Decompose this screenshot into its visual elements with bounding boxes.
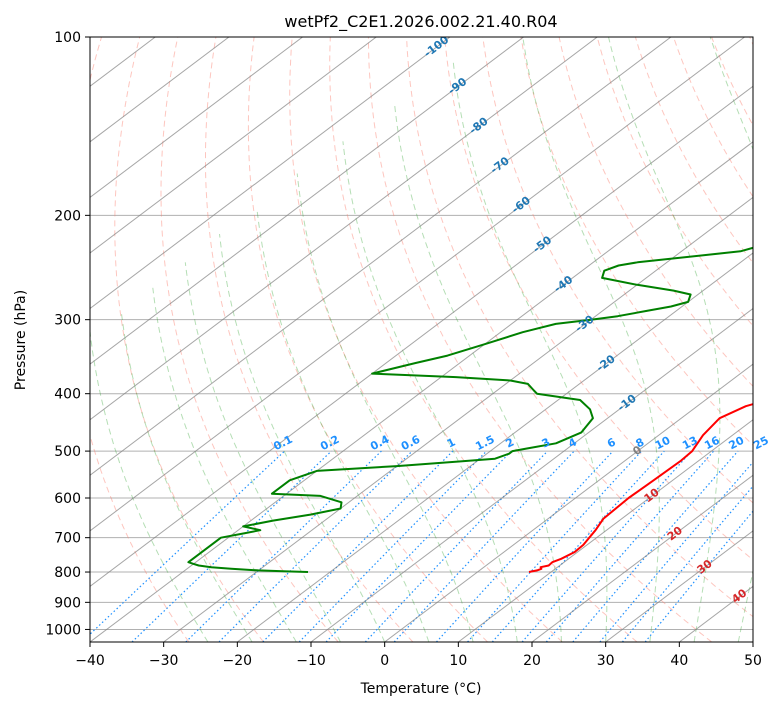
x-axis-label: Temperature (°C) bbox=[360, 681, 482, 697]
y-tick-label: 900 bbox=[54, 595, 81, 611]
mixing-ratio-label: 16 bbox=[702, 434, 722, 453]
dry-adiabat bbox=[444, 37, 753, 561]
x-tick-label: 30 bbox=[597, 653, 615, 669]
isotherms bbox=[90, 37, 753, 642]
dry-adiabat bbox=[160, 37, 339, 642]
dry-adiabat bbox=[114, 37, 264, 642]
moist-adiabat bbox=[522, 37, 660, 642]
isotherm-line bbox=[90, 141, 753, 642]
chart-title: wetPf2_C2E1.2026.002.21.40.R04 bbox=[284, 12, 557, 32]
moist-adiabat bbox=[184, 262, 341, 642]
dry-adiabat bbox=[329, 37, 638, 642]
isotherm-line bbox=[163, 196, 753, 642]
mixing-ratio-line bbox=[325, 450, 512, 642]
x-tick-label: 20 bbox=[523, 653, 541, 669]
x-tick-label: −30 bbox=[149, 653, 179, 669]
mixing-ratio-line bbox=[521, 450, 693, 642]
dry-adiabat bbox=[596, 37, 753, 327]
x-axis-ticks: −40 −30 −20 −10 0 10 20 30 40 50 bbox=[75, 642, 762, 669]
mixing-ratio-labels: 0.1 0.2 0.4 0.6 1 1.5 2 3 4 6 8 10 13 16 20 25 bbox=[271, 433, 771, 454]
moist-adiabat bbox=[219, 233, 386, 642]
y-axis-ticks: 100 200 300 400 500 600 700 800 900 1000 bbox=[45, 30, 90, 638]
moist-adiabat bbox=[608, 37, 721, 642]
mixing-ratio-line bbox=[467, 450, 643, 642]
pressure-gridlines bbox=[90, 37, 753, 630]
mixing-ratio-label: 10 bbox=[653, 434, 673, 453]
sounding-traces bbox=[187, 246, 753, 573]
x-tick-label: 50 bbox=[744, 653, 762, 669]
x-tick-label: 10 bbox=[449, 653, 467, 669]
x-tick-label: −40 bbox=[75, 653, 105, 669]
moist-adiabat bbox=[709, 37, 753, 642]
isotherm-line bbox=[90, 37, 745, 532]
y-axis-label: Pressure (hPa) bbox=[13, 290, 29, 390]
isotherm-line bbox=[237, 252, 753, 642]
y-tick-label: 1000 bbox=[45, 622, 81, 638]
moist-adiabat bbox=[256, 208, 430, 642]
mixing-ratio-line bbox=[599, 461, 753, 642]
dry-adiabat bbox=[289, 37, 563, 642]
isotherm-line bbox=[90, 37, 598, 421]
mixing-ratio-label: 13 bbox=[680, 434, 700, 453]
y-tick-label: 100 bbox=[54, 30, 81, 46]
y-tick-label: 700 bbox=[54, 531, 81, 547]
y-tick-label: 600 bbox=[54, 491, 81, 507]
isotherm-line bbox=[531, 474, 753, 642]
isotherm-line bbox=[90, 85, 753, 588]
x-tick-label: 0 bbox=[380, 653, 389, 669]
plot-frame bbox=[89, 36, 754, 643]
mixing-ratio-label: 20 bbox=[727, 434, 747, 453]
y-tick-label: 200 bbox=[54, 208, 81, 224]
moist-adiabat bbox=[394, 104, 562, 642]
x-tick-label: −20 bbox=[223, 653, 253, 669]
y-tick-label: 400 bbox=[54, 387, 81, 403]
isotherm-line bbox=[90, 37, 524, 365]
moist-adiabat bbox=[152, 287, 297, 642]
dry-adiabat bbox=[247, 37, 488, 642]
temperature-line bbox=[528, 403, 753, 573]
isotherm-line bbox=[384, 363, 753, 642]
moist-adiabat bbox=[296, 173, 474, 642]
isotherm-line bbox=[605, 530, 753, 642]
y-tick-label: 800 bbox=[54, 565, 81, 581]
isotherm-line bbox=[90, 37, 377, 254]
mixing-ratio-line bbox=[298, 450, 488, 642]
moist-adiabat bbox=[120, 310, 253, 642]
mixing-ratio-line bbox=[435, 450, 614, 642]
mixing-ratio-line bbox=[621, 485, 753, 642]
dry-adiabat bbox=[90, 37, 190, 642]
dry-adiabat bbox=[482, 37, 753, 504]
y-tick-label: 300 bbox=[54, 313, 81, 329]
isotherm-line bbox=[90, 37, 451, 310]
dry-adiabats bbox=[90, 37, 753, 642]
isotherm-line bbox=[90, 37, 303, 199]
mixing-ratio-line bbox=[364, 450, 549, 642]
isotherm-line bbox=[90, 37, 230, 143]
x-tick-label: 40 bbox=[670, 653, 688, 669]
dry-adiabat bbox=[406, 37, 753, 618]
y-tick-label: 500 bbox=[54, 444, 81, 460]
moist-adiabat bbox=[452, 61, 608, 642]
dewpoint-line bbox=[187, 246, 753, 573]
mixing-ratio-label: 25 bbox=[751, 434, 771, 453]
dry-adiabat bbox=[367, 37, 713, 642]
moist-adiabats bbox=[90, 37, 753, 642]
isotherm-line bbox=[90, 37, 672, 476]
isotherm-line bbox=[310, 307, 753, 642]
x-tick-label: −10 bbox=[296, 653, 326, 669]
mixing-ratio-line bbox=[262, 450, 454, 642]
isotherm-line bbox=[458, 419, 753, 642]
mixing-ratio-line bbox=[218, 450, 413, 642]
